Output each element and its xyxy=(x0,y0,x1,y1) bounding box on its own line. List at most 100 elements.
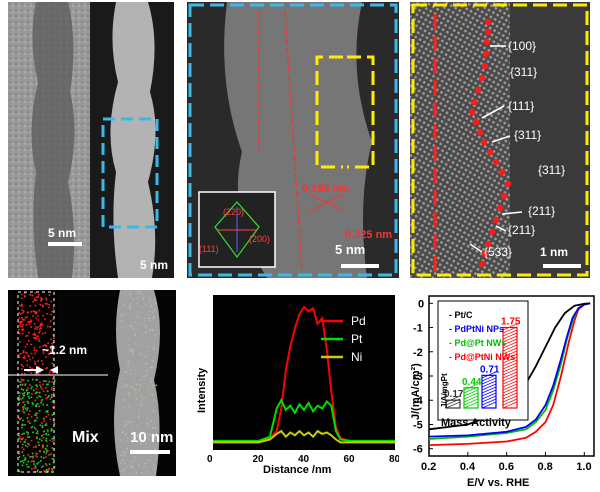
eds-pixel-pd xyxy=(19,332,21,335)
eds-pixel-mix xyxy=(41,466,43,468)
inset-bar-value: 0.71 xyxy=(480,364,500,375)
eds-pixel-pd xyxy=(47,342,49,344)
inset-bar-hatch xyxy=(463,392,479,400)
eds-pixel-mix xyxy=(31,452,34,455)
lsv-xtick: 1.0 xyxy=(576,461,591,473)
lsv-ytick: -6 xyxy=(413,444,423,456)
tem-image-a xyxy=(8,2,90,278)
facet-dot xyxy=(468,108,476,116)
eds-pixel-mix xyxy=(39,424,42,427)
eds-pixel-mix xyxy=(38,444,40,446)
eds-pixel-pd xyxy=(35,335,38,338)
eds-pixel-mix xyxy=(47,383,49,385)
eds-pixel-mix xyxy=(46,383,48,386)
eds-pixel-mix xyxy=(27,432,29,434)
eds-pixel-mix xyxy=(36,396,39,399)
eds-pixel-pd xyxy=(35,326,37,328)
eds-pixel-pd xyxy=(50,348,53,351)
eds-pixel-pd xyxy=(30,372,33,374)
eds-pixel-mix xyxy=(26,401,29,403)
inset-bar-hatch xyxy=(463,389,479,397)
eds-pixel-mix xyxy=(21,443,24,446)
facet-dot xyxy=(484,18,492,26)
lsv-legend-label: - Pt/C xyxy=(449,310,473,320)
facet-dot xyxy=(481,250,489,258)
eds-pixel-pd xyxy=(34,311,36,313)
eds-pixel-mix xyxy=(26,431,28,433)
eds-pixel-mix xyxy=(22,407,24,409)
facet-label-4: {311} xyxy=(538,163,565,177)
eds-pixel-mix xyxy=(33,389,35,392)
eds-pixel-pd xyxy=(30,343,33,346)
eds-pixel-mix xyxy=(35,432,38,434)
eds-pixel-pd xyxy=(19,341,21,343)
eds-pixel-pd xyxy=(26,334,29,337)
eds-pixel-mix xyxy=(30,468,33,470)
eds-pixel-mix xyxy=(22,454,25,457)
eds-pixel-mix xyxy=(34,467,37,469)
eds-pixel-mix xyxy=(27,413,30,416)
inset-bar-hatch xyxy=(502,347,518,355)
eds-pixel-pd xyxy=(18,321,20,324)
eds-pixel-pd xyxy=(25,335,27,337)
eds-pixel-mix xyxy=(43,380,45,383)
eds-pixel-pd xyxy=(21,332,24,335)
eds-pixel-pd xyxy=(23,355,26,357)
eds-pixel-mix xyxy=(45,469,48,471)
haadf-image-b xyxy=(101,2,159,278)
eds-pixel-mix xyxy=(29,455,31,458)
eds-pixel-pd xyxy=(45,356,47,358)
lsv-legend-label: - PdPtNi NPs xyxy=(449,324,504,334)
facet-dot xyxy=(488,228,496,236)
eds-pixel-pd xyxy=(18,304,21,307)
eds-pixel-pd xyxy=(48,294,51,296)
eds-pixel-mix xyxy=(27,402,30,404)
panel-e-eds-map: ~1.2 nm Mix 10 nm xyxy=(8,290,176,476)
eds-pixel-pd xyxy=(34,373,37,375)
eds-pixel-mix xyxy=(42,457,45,459)
eds-pixel-mix xyxy=(22,461,25,464)
eds-map-e: ~1.2 nm Mix 10 nm xyxy=(8,290,173,476)
eds-pixel-mix xyxy=(33,467,35,470)
eds-pixel-mix xyxy=(18,397,21,400)
eds-pixel-mix xyxy=(18,417,20,420)
facet-label-5: {211} xyxy=(528,204,555,218)
lsv-xtick: 0.8 xyxy=(537,461,552,473)
eds-pixel-mix xyxy=(45,397,47,400)
facet-dot xyxy=(500,192,508,200)
eds-pixel-pd xyxy=(21,317,23,319)
facet-dot xyxy=(492,158,500,166)
eds-pixel-pd xyxy=(30,311,33,313)
eds-pixel-mix xyxy=(35,387,38,390)
eds-pixel-mix xyxy=(26,445,29,448)
eds-pixel-pd xyxy=(44,332,46,334)
eds-pixel-pd xyxy=(21,309,23,311)
eds-pixel-mix xyxy=(24,407,27,410)
eds-pixel-mix xyxy=(45,424,48,426)
eds-pixel-mix xyxy=(19,438,21,440)
eds-pixel-pd xyxy=(20,352,22,355)
eds-pixel-mix xyxy=(53,385,55,388)
eds-pixel-mix xyxy=(38,409,41,412)
lsv-xlabel: E/V vs. RHE xyxy=(467,477,529,489)
eds-pixel-mix xyxy=(46,404,48,406)
eds-pixel-mix xyxy=(18,392,21,394)
scale-bar-b: 5 nm xyxy=(140,258,168,272)
facet-dot xyxy=(492,216,500,224)
eds-pixel-mix xyxy=(27,436,29,438)
eds-pixel-mix xyxy=(36,456,38,458)
eds-pixel-mix xyxy=(26,466,29,469)
eds-pixel-mix xyxy=(32,460,34,462)
eds-pixel-mix xyxy=(18,409,21,412)
eds-pixel-mix xyxy=(40,386,42,388)
eds-pixel-pd xyxy=(21,305,23,307)
inset-bar-hatch xyxy=(502,335,518,343)
eds-pixel-mix xyxy=(51,437,54,440)
eds-pixel-mix xyxy=(35,412,37,415)
eds-pixel-pd xyxy=(42,345,45,347)
facet-label-6: {211} xyxy=(508,223,535,237)
eds-pixel-mix xyxy=(33,420,36,422)
eds-pixel-pd xyxy=(44,302,47,305)
eds-pixel-pd xyxy=(31,367,34,370)
inset-bar-hatch xyxy=(481,398,497,406)
